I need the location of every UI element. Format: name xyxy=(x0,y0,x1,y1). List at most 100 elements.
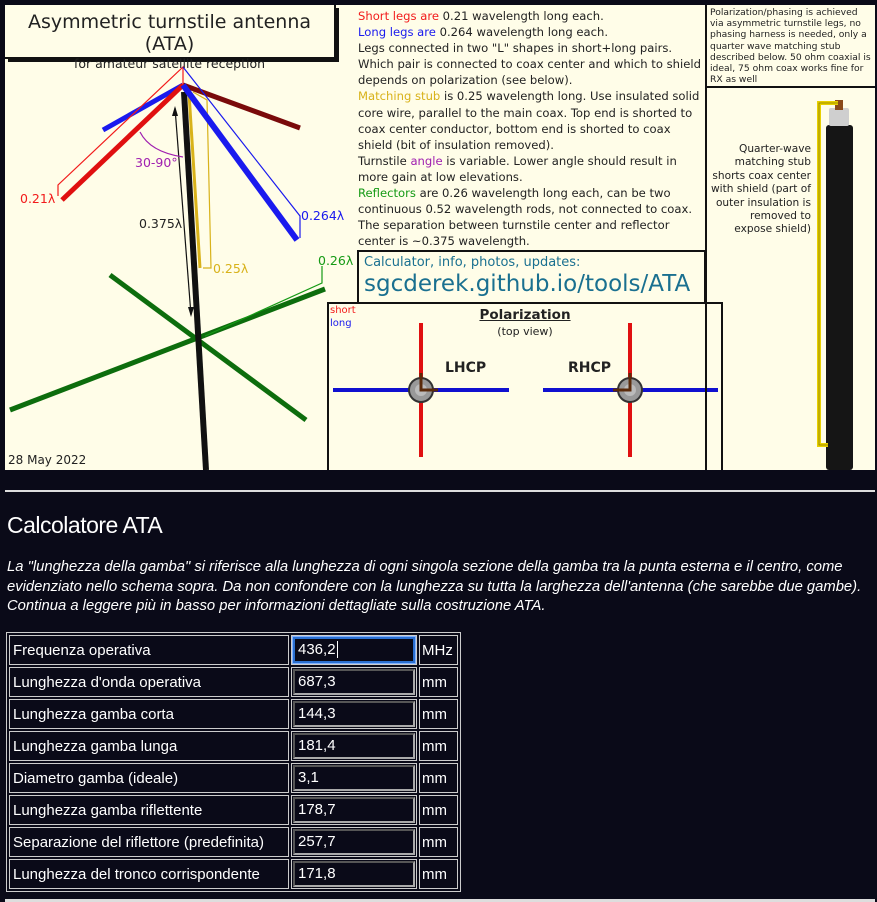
arrowhead xyxy=(188,307,194,317)
long-leg xyxy=(180,83,300,242)
value-field[interactable]: 178,7 xyxy=(293,797,415,823)
calculator-table: Frequenza operativa 436,2 MHz Lunghezza d'o… xyxy=(6,632,461,892)
antenna-infographic: Asymmetric turnstile antenna (ATA) for a… xyxy=(5,5,875,470)
row-label: Lunghezza del tronco corrispondente xyxy=(9,859,289,889)
calculator-intro: La "lunghezza della gamba" si riferisce … xyxy=(7,559,862,614)
row-unit: mm xyxy=(419,699,458,729)
phasing-note: Polarization/phasing is achieved via asy… xyxy=(705,5,875,88)
text: 0.264 wavelength long each. xyxy=(435,25,609,40)
link-caption: Calculator, info, photos, updates: xyxy=(364,255,581,270)
row-unit: mm xyxy=(419,731,458,761)
calculator-row: Separazione del riflettore (predefinita)… xyxy=(9,827,458,857)
stub-key: Matching stub xyxy=(358,89,441,104)
row-label: Lunghezza gamba riflettente xyxy=(9,795,289,825)
coax-cable xyxy=(181,91,209,470)
row-unit: mm xyxy=(419,795,458,825)
field-value: 171,8 xyxy=(298,865,336,882)
calculator-row: Frequenza operativa 436,2 MHz xyxy=(9,635,458,665)
short-legs-key: Short legs are xyxy=(358,9,439,23)
stub-label: 0.25λ xyxy=(213,261,249,276)
calculator-row: Lunghezza gamba lunga 181,4 mm xyxy=(9,731,458,761)
angle-label: 30-90° xyxy=(135,155,178,170)
row-value-cell: 687,3 xyxy=(291,667,417,697)
value-field[interactable]: 3,1 xyxy=(293,765,415,791)
calculator-title: Calcolatore ATA xyxy=(7,512,163,538)
row-value-cell: 181,4 xyxy=(291,731,417,761)
coax-dielectric xyxy=(829,108,849,126)
link-box: Calculator, info, photos, updates: sgcde… xyxy=(357,250,706,302)
row-unit: mm xyxy=(419,859,458,889)
legend-short: short xyxy=(330,305,356,316)
frequency-input[interactable]: 436,2 xyxy=(292,636,416,664)
divider xyxy=(5,490,875,492)
text: is variable. Lower angle should result i… xyxy=(358,153,677,184)
field-value: 178,7 xyxy=(298,801,336,818)
date: 28 May 2022 xyxy=(8,453,87,467)
reflector-label: 0.26λ xyxy=(318,253,354,268)
reflector-dimension xyxy=(204,266,323,337)
calculator-row: Lunghezza gamba corta 144,3 mm xyxy=(9,699,458,729)
field-value: 257,7 xyxy=(298,833,336,850)
row-unit: mm xyxy=(419,667,458,697)
reflectors-key: Reflectors xyxy=(358,186,416,201)
infographic-subtitle: for amateur satellite reception xyxy=(73,56,266,71)
row-label: Lunghezza gamba corta xyxy=(9,699,289,729)
long-legs-key: Long legs are xyxy=(358,25,436,40)
arrowhead xyxy=(172,106,178,116)
calculator-row: Lunghezza gamba riflettente 178,7 mm xyxy=(9,795,458,825)
row-label: Lunghezza d'onda operativa xyxy=(9,667,289,697)
row-value-cell: 144,3 xyxy=(291,699,417,729)
calculator-row: Lunghezza del tronco corrispondente 171,8… xyxy=(9,859,458,889)
stub-illustration: Quarter-wave matching stub shorts coax c… xyxy=(705,88,875,470)
legend-long: long xyxy=(330,318,352,329)
row-value-cell: 436,2 xyxy=(291,635,417,665)
row-label: Frequenza operativa xyxy=(9,635,289,665)
lhcp-label: LHCP xyxy=(445,360,487,376)
value-field[interactable]: 171,8 xyxy=(293,861,415,887)
value-field[interactable]: 687,3 xyxy=(293,669,415,695)
reflector-rod xyxy=(108,272,308,423)
reflector-rod xyxy=(9,286,326,413)
text: 0.21 wavelength long each. xyxy=(439,9,604,23)
project-link[interactable]: sgcderek.github.io/tools/ATA xyxy=(364,271,691,297)
divider xyxy=(5,899,875,902)
rhcp-diagram xyxy=(543,323,718,457)
matching-stub xyxy=(187,92,202,269)
value-field[interactable]: 144,3 xyxy=(293,701,415,727)
lhcp-diagram xyxy=(333,323,509,457)
field-value: 436,2 xyxy=(298,641,338,658)
field-value: 3,1 xyxy=(298,769,319,786)
short-leg xyxy=(60,83,185,202)
short-leg-dimension xyxy=(57,65,184,196)
text: Turnstile xyxy=(358,153,411,168)
row-value-cell: 3,1 xyxy=(291,763,417,793)
stub-dimension xyxy=(192,91,212,269)
antenna-diagram xyxy=(9,65,853,470)
value-field[interactable]: 181,4 xyxy=(293,733,415,759)
polarization-subtitle: (top view) xyxy=(497,325,553,338)
value-field[interactable]: 257,7 xyxy=(293,829,415,855)
short-leg-label: 0.21λ xyxy=(20,191,56,206)
text: Legs connected in two "L" shapes in shor… xyxy=(358,41,701,88)
field-value: 687,3 xyxy=(298,673,336,690)
row-value-cell: 257,7 xyxy=(291,827,417,857)
row-value-cell: 171,8 xyxy=(291,859,417,889)
row-label: Separazione del riflettore (predefinita) xyxy=(9,827,289,857)
long-leg-back xyxy=(101,82,185,133)
separation-arrow xyxy=(174,107,192,316)
row-unit: mm xyxy=(419,827,458,857)
stub-caption: Quarter-wave matching stub shorts coax c… xyxy=(710,143,811,236)
polarization-title: Polarization xyxy=(479,307,571,323)
text: is 0.25 wavelength long. Use insulated s… xyxy=(358,89,700,152)
row-unit: MHz xyxy=(419,635,458,665)
title-box: Asymmetric turnstile antenna (ATA) for a… xyxy=(5,5,336,71)
separation-label: 0.375λ xyxy=(139,216,183,231)
calculator-row: Diametro gamba (ideale) 3,1 mm xyxy=(9,763,458,793)
row-value-cell: 178,7 xyxy=(291,795,417,825)
rhcp-label: RHCP xyxy=(568,360,612,376)
long-leg-dimension xyxy=(182,66,301,238)
angle-key: angle xyxy=(410,153,443,168)
field-value: 144,3 xyxy=(298,705,336,722)
angle-arc xyxy=(139,131,184,158)
coax-center-conductor xyxy=(835,100,843,110)
